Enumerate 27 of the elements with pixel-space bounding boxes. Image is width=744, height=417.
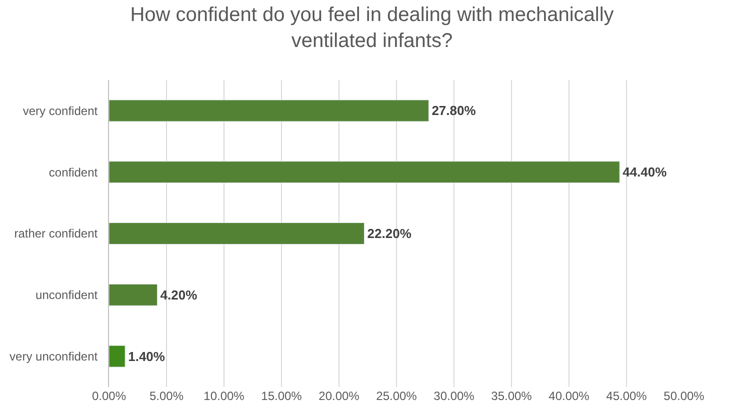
bar [109,161,620,184]
x-tick-label: 35.00% [491,389,532,403]
x-tick-label: 0.00% [92,389,126,403]
bar [109,100,429,122]
data-label: 22.20% [367,226,412,241]
data-label: 44.40% [622,164,668,180]
y-tick-label: confident [48,165,98,180]
y-tick-label: very confident [22,104,98,118]
bar [109,345,126,368]
data-label: 27.80% [432,103,476,118]
chart-title: How confident do you feel in dealing with mechanically ventilated infants? [130,4,614,52]
y-tick-label: very unconfident [10,350,98,364]
x-tick-label: 45.00% [606,389,648,403]
x-tick-label: 10.00% [204,389,245,403]
bar [109,222,365,244]
x-tick-label: 40.00% [548,389,590,403]
y-tick-label: rather confident [14,226,98,241]
x-tick-label: 5.00% [149,389,184,403]
bar [109,284,158,306]
x-tick-label: 50.00% [664,389,705,403]
x-tick-label: 30.00% [434,389,475,403]
x-tick-label: 25.00% [376,389,418,403]
x-tick-label: 15.00% [261,389,302,403]
data-label: 1.40% [128,348,166,364]
data-label: 4.20% [160,287,198,302]
x-tick-label: 20.00% [318,389,360,403]
y-tick-label: unconfident [36,288,98,302]
